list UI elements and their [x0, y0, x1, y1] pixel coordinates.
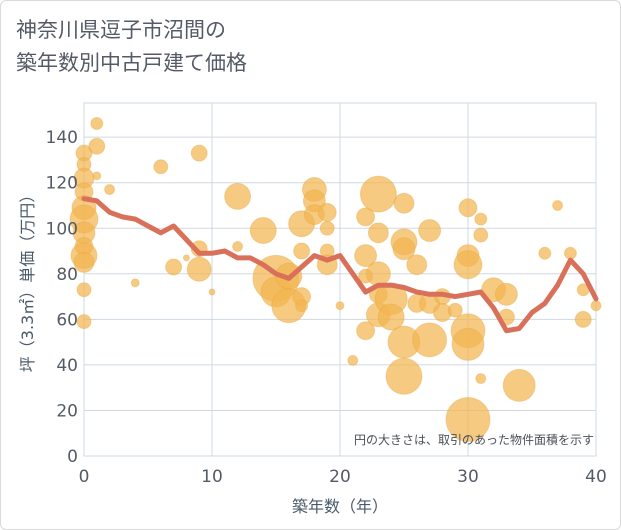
- bubble-point: [249, 217, 277, 245]
- bubble-point: [552, 199, 564, 211]
- bubble-point: [574, 310, 592, 328]
- bubble-point: [224, 182, 252, 210]
- y-tick-label: 120: [46, 174, 78, 194]
- bubble-point: [502, 368, 536, 402]
- y-tick-label: 140: [46, 128, 78, 148]
- bubble-point: [153, 159, 169, 175]
- y-tick-label: 100: [46, 219, 78, 239]
- bubble-point: [590, 300, 602, 312]
- bubble-size-note: 円の大きさは、取引のあった物件面積を示す: [354, 432, 594, 447]
- bubble-point: [359, 175, 397, 213]
- x-tick-label: 20: [329, 467, 351, 487]
- bubble-point: [190, 144, 208, 162]
- y-tick-label: 60: [56, 310, 78, 330]
- bubble-point: [393, 192, 415, 214]
- bubble-point: [208, 288, 216, 296]
- bubble-point: [73, 251, 95, 273]
- bubble-point: [563, 246, 577, 260]
- y-tick-label: 80: [56, 265, 78, 285]
- bubble-point: [317, 202, 337, 222]
- bubble-point: [293, 242, 311, 260]
- bubble-point: [367, 222, 389, 244]
- bubble-point: [447, 302, 463, 318]
- bubble-point: [392, 237, 416, 261]
- chart-title-line-1: 神奈川県逗子市沼間の: [16, 18, 226, 42]
- bubble-point: [453, 250, 483, 280]
- average-price-line: [81, 196, 599, 334]
- bubble-point: [377, 303, 405, 331]
- bubble-point: [232, 240, 244, 252]
- bubble-point: [356, 207, 376, 227]
- bubble-point: [458, 198, 478, 218]
- x-axis-label: 築年数（年）: [292, 497, 388, 516]
- y-tick-label: 0: [67, 447, 78, 467]
- bubble-point: [165, 258, 183, 276]
- grid-lines: [83, 103, 597, 457]
- bubble-point: [347, 354, 359, 366]
- bubble-point: [418, 219, 442, 243]
- bubble-point: [92, 171, 102, 181]
- y-tick-label: 40: [56, 356, 78, 376]
- bubble-point: [319, 220, 335, 236]
- x-tick-label: 0: [79, 467, 90, 487]
- bubble-point: [88, 137, 106, 155]
- x-tick-label: 10: [201, 467, 223, 487]
- chart-title-line-2: 築年数別中古戸建て価格: [16, 51, 247, 75]
- bubble-point: [385, 357, 423, 395]
- bubble-point: [475, 373, 487, 385]
- bubble-point: [473, 227, 489, 243]
- bubble-point: [474, 212, 488, 226]
- axis-ticks: 0 10 20 30 40 0 20 40 60 80 100 120 140: [46, 128, 607, 487]
- x-tick-label: 30: [457, 467, 479, 487]
- bubble-point: [76, 282, 92, 298]
- bubble-series: [69, 116, 602, 443]
- y-axis-label: 坪（3.3㎡）単価（万円）: [18, 187, 37, 372]
- bubble-point: [130, 278, 140, 288]
- bubble-point: [356, 321, 376, 341]
- bubble-point: [412, 322, 448, 358]
- bubble-point: [90, 116, 104, 130]
- bubble-point: [182, 254, 190, 262]
- bubble-point: [186, 256, 212, 282]
- bubble-point: [76, 314, 92, 330]
- bubble-point: [365, 261, 391, 287]
- bubble-point: [104, 184, 116, 196]
- chart-title: 神奈川県逗子市沼間の 築年数別中古戸建て価格: [16, 14, 247, 80]
- x-tick-label: 40: [585, 467, 607, 487]
- bubble-point: [406, 254, 428, 276]
- bubble-point: [451, 327, 485, 361]
- bubble-point: [295, 299, 309, 313]
- bubble-point: [445, 397, 491, 443]
- bubble-point: [354, 244, 378, 268]
- bubble-point: [538, 246, 552, 260]
- y-tick-label: 20: [56, 401, 78, 421]
- bubble-point: [335, 301, 345, 311]
- bubble-point: [494, 282, 518, 306]
